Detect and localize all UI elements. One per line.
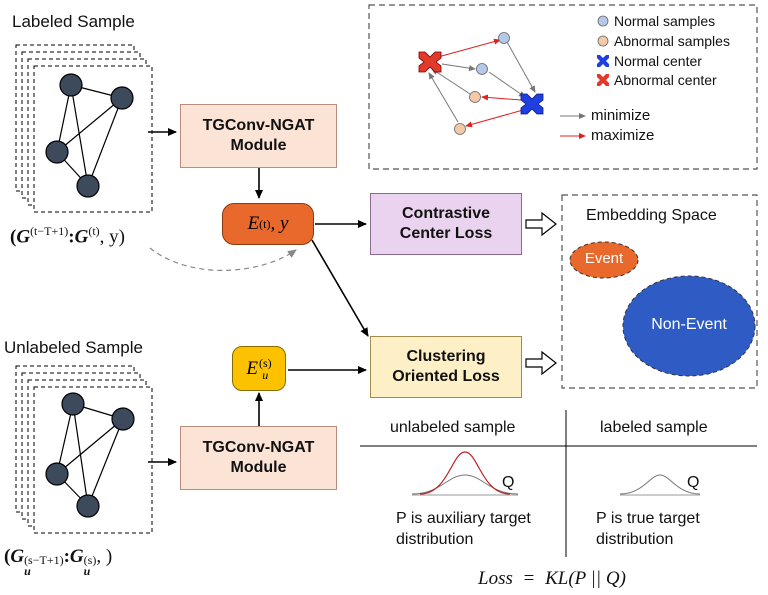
tgconv-module-bottom: TGConv-NGAT Module xyxy=(180,426,337,490)
q-label-unlabeled: Q xyxy=(502,474,515,491)
labeled-graph xyxy=(45,73,134,198)
legend-abnormal-samples: Abnormal samples xyxy=(614,33,730,49)
unlabeled-input-notation: (G (s−T+1) u:G (s) u, ) xyxy=(4,546,113,578)
hollow-arrows xyxy=(525,211,557,376)
module-top-line2: Module xyxy=(230,137,287,154)
formula-rhs: KL(P || Q) xyxy=(545,568,626,589)
unlabeled-graph xyxy=(45,392,135,518)
unlabeled-desc-line1: P is auxiliary target xyxy=(396,510,531,527)
contrastive-center-loss-box: Contrastive Center Loss xyxy=(370,193,522,255)
loss-formula: Loss = KL(P || Q) xyxy=(478,568,626,590)
legend-maximize: maximize xyxy=(591,127,655,144)
contrastive-line1: Contrastive xyxy=(401,205,491,222)
embed-unlabeled-sub: u xyxy=(262,367,269,382)
embedding-unlabeled-node: E (s) u xyxy=(232,346,286,391)
labeled-sample-title: Labeled Sample xyxy=(12,12,135,31)
embed-labeled-symbol: E xyxy=(247,213,260,234)
non-event-ellipse xyxy=(622,275,756,377)
embedding-labeled-node: E (t), y xyxy=(222,203,314,245)
labeled-graph-stack xyxy=(15,44,153,213)
formula-lhs: Loss xyxy=(478,568,513,589)
legend-minimize: minimize xyxy=(591,107,651,124)
table-header-unlabeled: unlabeled sample xyxy=(390,419,516,436)
abnormal-center-marker xyxy=(418,51,442,73)
module-bottom-line2: Module xyxy=(230,459,287,476)
contrastive-line2: Center Loss xyxy=(399,225,493,242)
embedding-space-box xyxy=(561,194,758,389)
labeled-input-notation: (G(t−T+1):G(t), y) xyxy=(10,224,125,248)
tgconv-module-top: TGConv-NGAT Module xyxy=(180,104,337,168)
unlabeled-sample-title: Unlabeled Sample xyxy=(4,338,143,357)
legend-box xyxy=(368,4,758,170)
legend-normal-center: Normal center xyxy=(614,53,702,69)
table-lines xyxy=(360,410,757,557)
non-event-label: Non-Event xyxy=(651,316,727,333)
normal-center-marker xyxy=(520,93,544,115)
module-top-line1: TGConv-NGAT xyxy=(202,117,315,134)
labeled-desc-line1: P is true target xyxy=(596,510,700,527)
embed-unlabeled-symbol: E xyxy=(246,357,258,379)
label-dashed-arrow xyxy=(149,247,297,271)
clustering-line1: Clustering xyxy=(406,348,486,365)
legend-abnormal-center: Abnormal center xyxy=(614,72,717,88)
embedding-space-title: Embedding Space xyxy=(586,207,717,224)
unlabeled-desc-line2: distribution xyxy=(396,531,474,548)
flow-arrows xyxy=(148,128,369,466)
legend-connectors xyxy=(428,38,536,128)
formula-eq: = xyxy=(523,568,535,589)
table-header-labeled: labeled sample xyxy=(600,419,708,436)
labeled-desc-line2: distribution xyxy=(596,531,674,548)
event-label: Event xyxy=(584,250,624,267)
legend-key-symbols xyxy=(560,15,609,139)
embed-unlabeled-sup: (s) xyxy=(258,355,272,370)
legend-normal-samples: Normal samples xyxy=(614,13,716,29)
clustering-line2: Oriented Loss xyxy=(392,368,500,385)
embed-labeled-rest: , y xyxy=(270,213,289,234)
legend-samples xyxy=(454,32,510,135)
embed-labeled-sup: (t) xyxy=(259,217,271,231)
module-bottom-line1: TGConv-NGAT xyxy=(202,439,315,456)
distribution-curves xyxy=(411,451,701,496)
clustering-oriented-loss-box: Clustering Oriented Loss xyxy=(370,336,522,398)
event-ellipse xyxy=(569,241,639,279)
unlabeled-graph-stack xyxy=(15,365,153,534)
q-label-labeled: Q xyxy=(687,474,700,491)
